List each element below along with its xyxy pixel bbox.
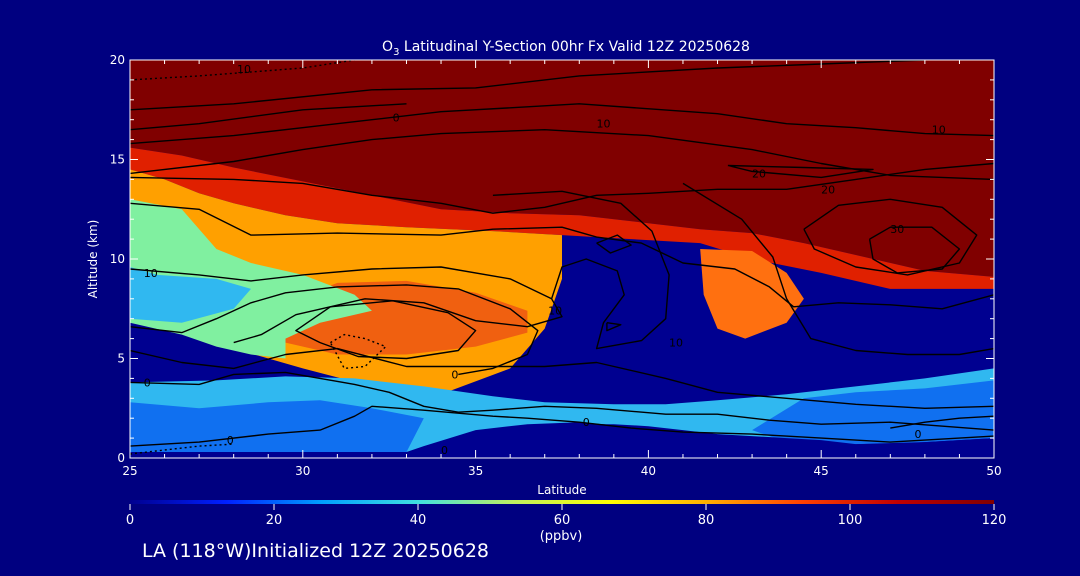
ozone-fill-region bbox=[130, 60, 994, 277]
x-tick-label: 30 bbox=[295, 464, 310, 478]
contour-label: 0 bbox=[227, 434, 234, 447]
chart-title-subscript: 3 bbox=[393, 47, 399, 58]
y-tick-label: 0 bbox=[117, 451, 125, 465]
contour-label: 0 bbox=[451, 368, 458, 381]
contour-label: 0 bbox=[441, 444, 448, 457]
contour-line bbox=[868, 226, 961, 274]
contour-label: 0 bbox=[583, 416, 590, 429]
axes: 25 30 35 40 45 50 0 5 10 15 20 bbox=[110, 53, 1002, 478]
contour-label: 10 bbox=[932, 124, 946, 137]
contour-line bbox=[130, 443, 234, 455]
x-tick-label: 35 bbox=[468, 464, 483, 478]
contour-line bbox=[130, 128, 994, 181]
colorbar-unit: (ppbv) bbox=[540, 529, 583, 544]
contour-line bbox=[329, 333, 387, 370]
colorbar-tick-label: 40 bbox=[410, 513, 427, 528]
colorbar-tick-label: 20 bbox=[266, 513, 283, 528]
contour-line bbox=[130, 162, 994, 214]
y-tick-label: 20 bbox=[110, 53, 125, 67]
colorbar bbox=[130, 500, 994, 504]
y-axis-label: Altitude (km) bbox=[86, 220, 100, 299]
contour-line bbox=[606, 322, 622, 332]
colorbar-tick-label: 60 bbox=[554, 513, 571, 528]
contour-label: 10 bbox=[548, 305, 562, 318]
chart-title: O3 Latitudinal Y-Section 00hr Fx Valid 1… bbox=[382, 39, 750, 58]
filled-contours bbox=[130, 60, 994, 458]
contour-label: 20 bbox=[821, 183, 835, 196]
contour-label: 0 bbox=[144, 376, 151, 389]
contour-line bbox=[130, 371, 994, 431]
x-axis-label: Latitude bbox=[537, 483, 586, 497]
contour-lines bbox=[130, 60, 994, 455]
contour-line bbox=[130, 60, 355, 81]
contour-line bbox=[130, 103, 994, 145]
colorbar-tick-label: 100 bbox=[838, 513, 863, 528]
contour-line bbox=[295, 300, 477, 360]
contour-line bbox=[727, 164, 874, 179]
contour-label: 0 bbox=[393, 112, 400, 125]
contour-line bbox=[130, 284, 539, 376]
y-tick-label: 15 bbox=[110, 153, 125, 167]
ozone-fill-region bbox=[130, 147, 994, 289]
y-tick-label: 5 bbox=[117, 352, 125, 366]
contour-label: 30 bbox=[890, 223, 904, 236]
ozone-fill-region bbox=[752, 380, 994, 445]
contour-line bbox=[130, 405, 994, 447]
chart-title-rest: Latitudinal Y-Section 00hr Fx Valid 12Z … bbox=[399, 39, 750, 55]
ozone-fill-region bbox=[416, 424, 994, 458]
contour-line bbox=[596, 234, 632, 254]
contour-line bbox=[130, 202, 994, 310]
colorbar-ticks: 0 20 40 60 80 100 120 bbox=[126, 504, 1007, 528]
x-tick-label: 50 bbox=[986, 464, 1001, 478]
x-tick-label: 45 bbox=[814, 464, 829, 478]
contour-label: 10 bbox=[144, 267, 158, 280]
colorbar-tick-label: 80 bbox=[698, 513, 715, 528]
ozone-fill-region bbox=[130, 400, 424, 452]
colorbar-tick-label: 0 bbox=[126, 513, 134, 528]
contour-labels: 10 0 10 10 20 20 30 10 10 10 0 0 0 0 0 0 bbox=[144, 63, 946, 457]
contour-label: 0 bbox=[914, 428, 921, 441]
ozone-fill-region bbox=[130, 267, 251, 323]
colorbar-tick-label: 120 bbox=[982, 513, 1007, 528]
contour-line bbox=[682, 182, 994, 356]
x-tick-label: 25 bbox=[122, 464, 137, 478]
contour-line bbox=[130, 347, 994, 409]
footer-info: LA (118°W)Initialized 12Z 20250628 bbox=[142, 540, 489, 562]
contour-line bbox=[890, 415, 994, 429]
contour-label: 10 bbox=[669, 337, 683, 350]
y-tick-label: 10 bbox=[110, 252, 125, 266]
contour-line bbox=[492, 190, 670, 350]
contour-label: 20 bbox=[752, 167, 766, 180]
x-tick-label: 40 bbox=[641, 464, 656, 478]
chart-title-prefix: O bbox=[382, 39, 393, 55]
contour-line bbox=[130, 60, 925, 111]
contour-line bbox=[803, 198, 978, 276]
contour-label: 10 bbox=[237, 63, 251, 76]
contour-line bbox=[130, 103, 407, 131]
contour-label: 10 bbox=[596, 118, 610, 131]
